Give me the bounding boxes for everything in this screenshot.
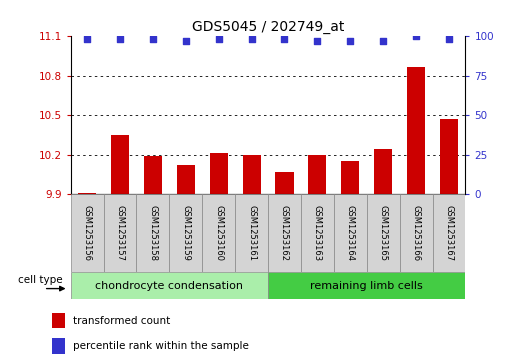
Point [280, 37, 289, 42]
Text: GSM1253157: GSM1253157 [116, 205, 124, 261]
Bar [71, 194, 104, 272]
Bar [407, 66, 425, 194]
Bar [144, 156, 162, 194]
Text: transformed count: transformed count [73, 315, 170, 326]
Bar [243, 155, 260, 194]
Bar [235, 194, 268, 272]
Bar [210, 154, 228, 194]
Bar [111, 135, 129, 194]
Bar [276, 172, 293, 194]
Text: GSM1253161: GSM1253161 [247, 205, 256, 261]
Text: GSM1253158: GSM1253158 [149, 205, 157, 261]
Text: GSM1253165: GSM1253165 [379, 205, 388, 261]
Text: GSM1253160: GSM1253160 [214, 205, 223, 261]
Text: GSM1253163: GSM1253163 [313, 205, 322, 261]
Bar [374, 150, 392, 194]
Text: GSM1253162: GSM1253162 [280, 205, 289, 261]
Bar [169, 194, 202, 272]
Point [247, 37, 256, 42]
Bar [334, 194, 367, 272]
Bar [202, 194, 235, 272]
Point [181, 38, 190, 44]
Point [412, 33, 420, 39]
Point [379, 38, 388, 44]
Text: remaining limb cells: remaining limb cells [310, 281, 423, 291]
Point [149, 37, 157, 42]
Bar [440, 119, 458, 194]
Bar [433, 194, 465, 272]
Text: GSM1253164: GSM1253164 [346, 205, 355, 261]
Text: GSM1253159: GSM1253159 [181, 205, 190, 261]
Bar [104, 194, 137, 272]
Point [445, 37, 453, 42]
Point [83, 37, 91, 42]
Bar [309, 155, 326, 194]
Text: GSM1253166: GSM1253166 [412, 205, 420, 261]
Text: GSM1253156: GSM1253156 [83, 205, 92, 261]
Bar [301, 194, 334, 272]
Bar [400, 194, 433, 272]
Bar [177, 165, 195, 194]
Point [214, 37, 223, 42]
Bar [268, 272, 465, 299]
Bar [268, 194, 301, 272]
Bar [52, 313, 65, 329]
Bar [137, 194, 169, 272]
Text: GSM1253167: GSM1253167 [445, 205, 453, 261]
Text: percentile rank within the sample: percentile rank within the sample [73, 341, 249, 351]
Text: cell type: cell type [18, 276, 62, 285]
Point [346, 38, 355, 44]
Point [116, 37, 124, 42]
Bar [367, 194, 400, 272]
Bar [52, 338, 65, 354]
Text: chondrocyte condensation: chondrocyte condensation [95, 281, 243, 291]
Bar [78, 193, 96, 194]
Bar [71, 272, 268, 299]
Point [313, 38, 322, 44]
Bar [341, 161, 359, 194]
Title: GDS5045 / 202749_at: GDS5045 / 202749_at [192, 20, 344, 34]
